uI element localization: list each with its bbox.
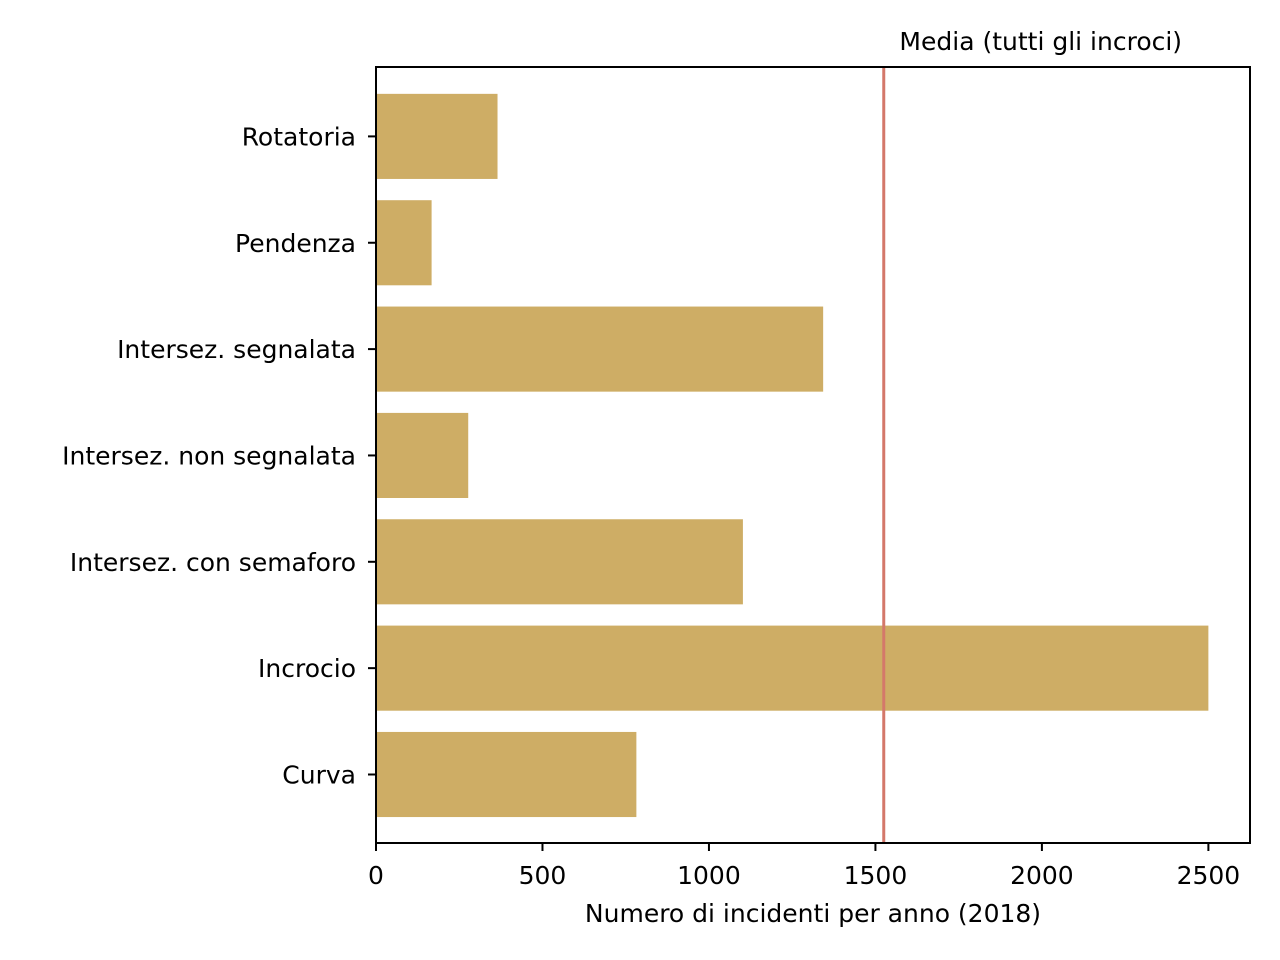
y-tick-label-intersez-segnalata: Intersez. segnalata: [117, 335, 356, 364]
bar-incrocio: [376, 625, 1209, 711]
x-axis-title: Numero di incidenti per anno (2018): [585, 899, 1041, 928]
bar-rotatoria: [376, 93, 498, 179]
y-tick-label-intersez-con-semaforo: Intersez. con semaforo: [70, 548, 356, 577]
x-tick-label-500: 500: [519, 861, 567, 890]
average-reference-label: Media (tutti gli incroci): [899, 27, 1182, 56]
bar-intersez-segnalata: [376, 306, 824, 392]
y-tick-label-pendenza: Pendenza: [235, 229, 356, 258]
x-tick-label-2000: 2000: [1010, 861, 1074, 890]
plot-frame: [375, 66, 1251, 844]
bars-layer: [376, 93, 1209, 818]
y-tick-label-curva: Curva: [282, 761, 356, 790]
x-tick-label-0: 0: [368, 861, 384, 890]
y-tick-label-rotatoria: Rotatoria: [242, 122, 356, 151]
x-axis-ticks: 0 500 1000 1500 2000 2500: [368, 843, 1240, 890]
x-tick-label-2500: 2500: [1177, 861, 1241, 890]
y-axis-ticks: Curva Incrocio Intersez. con semaforo Inter…: [62, 122, 376, 790]
bar-curva: [376, 731, 637, 818]
x-tick-label-1000: 1000: [677, 861, 741, 890]
y-tick-label-intersez-non-segnalata: Intersez. non segnalata: [62, 441, 356, 470]
bar-intersez-con-semaforo: [376, 519, 743, 605]
bar-intersez-non-segnalata: [376, 412, 469, 498]
y-tick-label-incrocio: Incrocio: [258, 654, 356, 683]
x-tick-label-1500: 1500: [844, 861, 908, 890]
bar-pendenza: [376, 200, 432, 286]
